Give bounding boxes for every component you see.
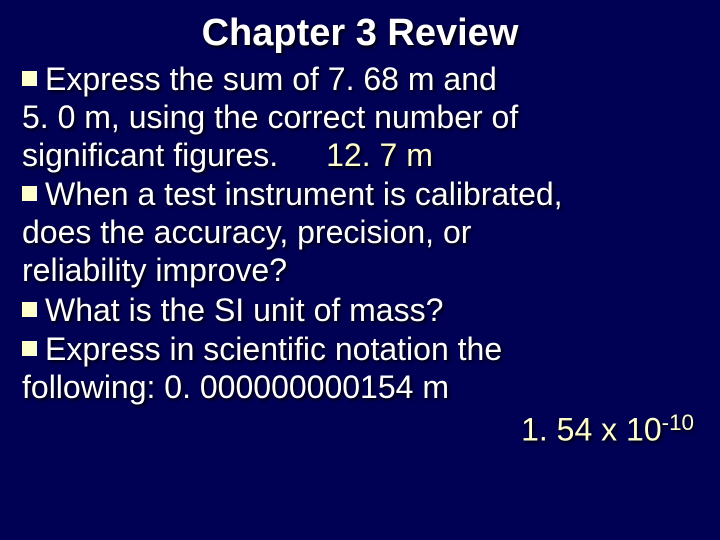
square-bullet-icon	[22, 186, 37, 201]
bullet-2-line2: does the accuracy, precision, or	[22, 214, 471, 250]
bullet-4-line2: following: 0. 000000000154 m	[22, 369, 449, 405]
answer-bottom: 1. 54 x 10-10	[22, 409, 698, 449]
bullet-1-line3: significant figures.	[22, 137, 278, 173]
bullet-item-3: What is the SI unit of mass?	[22, 292, 698, 330]
answer-1: 12. 7 m	[326, 137, 433, 173]
square-bullet-icon	[22, 71, 37, 86]
bullet-list: Express the sum of 7. 68 m and 5. 0 m, u…	[22, 61, 698, 407]
bullet-3-line1: What is the SI unit of mass?	[45, 292, 443, 328]
bullet-item-1: Express the sum of 7. 68 m and 5. 0 m, u…	[22, 61, 698, 174]
bullet-2-line3: reliability improve?	[22, 252, 287, 288]
bullet-1-line1: Express the sum of 7. 68 m and	[45, 61, 497, 97]
slide-title: Chapter 3 Review	[22, 12, 698, 55]
bullet-4-line1: Express in scientific notation the	[45, 331, 502, 367]
answer-bottom-exponent: -10	[662, 410, 694, 435]
bullet-item-4: Express in scientific notation the follo…	[22, 331, 698, 407]
square-bullet-icon	[22, 302, 37, 317]
answer-bottom-base: 1. 54 x 10	[521, 411, 662, 447]
slide-container: Chapter 3 Review Express the sum of 7. 6…	[0, 0, 720, 540]
square-bullet-icon	[22, 341, 37, 356]
bullet-item-2: When a test instrument is calibrated, do…	[22, 176, 698, 289]
bullet-2-line1: When a test instrument is calibrated,	[45, 176, 563, 212]
bullet-1-line2: 5. 0 m, using the correct number of	[22, 99, 518, 135]
